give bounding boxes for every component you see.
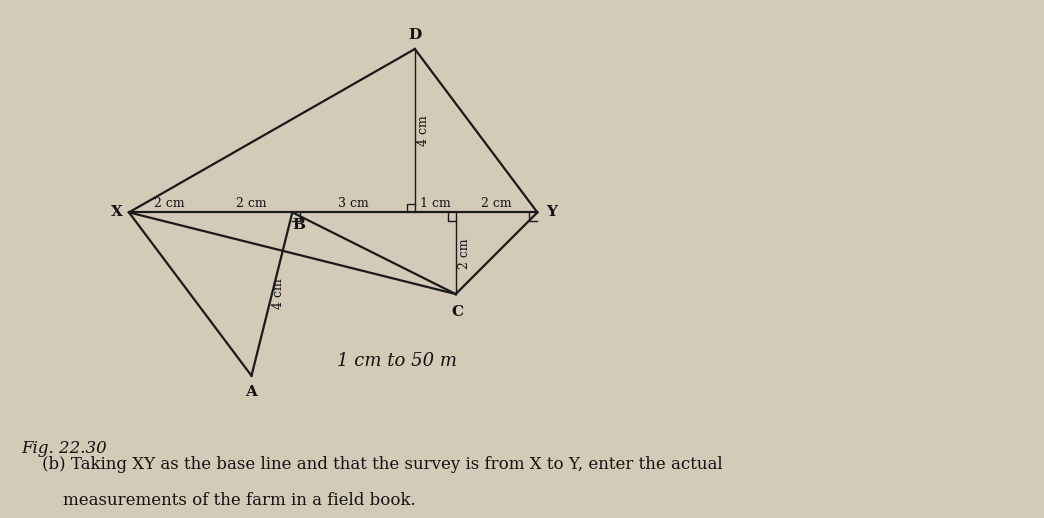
Text: 2 cm: 2 cm xyxy=(481,197,512,210)
Text: 2 cm: 2 cm xyxy=(458,238,471,268)
Text: 3 cm: 3 cm xyxy=(338,197,369,210)
Text: measurements of the farm in a field book.: measurements of the farm in a field book… xyxy=(42,492,416,509)
Text: 2 cm: 2 cm xyxy=(155,197,185,210)
Text: 1 cm: 1 cm xyxy=(420,197,451,210)
Text: B: B xyxy=(292,218,305,232)
Text: 1 cm to 50 m: 1 cm to 50 m xyxy=(337,352,456,370)
Text: Y: Y xyxy=(546,205,557,220)
Text: D: D xyxy=(408,28,422,42)
Text: X: X xyxy=(111,205,122,220)
Text: A: A xyxy=(245,385,258,399)
Text: C: C xyxy=(452,306,464,320)
Text: 2 cm: 2 cm xyxy=(236,197,267,210)
Text: Fig. 22.30: Fig. 22.30 xyxy=(21,440,106,457)
Text: 4 cm: 4 cm xyxy=(418,116,430,146)
Text: (b) Taking XY as the base line and that the survey is from X to Y, enter the act: (b) Taking XY as the base line and that … xyxy=(42,456,722,473)
Text: 4 cm: 4 cm xyxy=(271,279,285,309)
